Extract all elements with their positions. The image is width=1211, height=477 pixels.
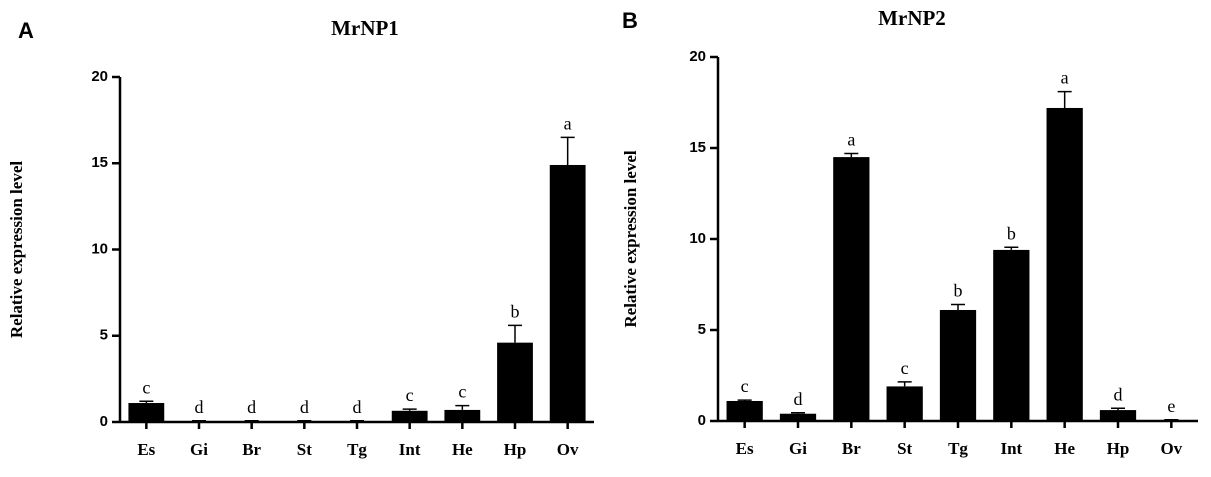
significance-letter: d (300, 397, 309, 417)
bar (833, 157, 870, 421)
x-tick-label: Ov (1160, 439, 1182, 458)
error-bar (791, 412, 805, 414)
x-tick-label: Es (736, 439, 754, 458)
error-bar (844, 152, 859, 158)
error-bar (1057, 90, 1072, 108)
error-bar (455, 404, 470, 410)
bar (549, 164, 586, 422)
bar (181, 421, 217, 423)
significance-letter: c (901, 358, 909, 378)
x-tick-label: Tg (948, 439, 968, 458)
y-tick-label: 20 (91, 68, 108, 85)
x-tick-label: Br (242, 440, 261, 459)
bar (939, 309, 977, 421)
bar (497, 342, 533, 422)
bar (993, 249, 1030, 421)
significance-letter: c (741, 376, 749, 396)
bar (286, 421, 323, 423)
error-bar (1111, 407, 1125, 411)
error-bar (402, 408, 417, 411)
error-bar (951, 303, 965, 310)
chart-title: MrNP2 (878, 6, 946, 30)
bar (1099, 410, 1137, 421)
significance-letter: a (847, 130, 855, 150)
significance-letter: c (458, 382, 466, 402)
y-tick-label: 5 (698, 321, 706, 338)
bar (444, 409, 481, 422)
significance-letter: d (195, 397, 204, 417)
x-tick-label: Gi (190, 440, 208, 459)
y-tick-label: 5 (100, 327, 108, 344)
error-bar (897, 381, 912, 387)
error-bar (1004, 246, 1019, 250)
y-tick-label: 10 (689, 230, 706, 247)
y-axis-label: Relative expression level (621, 150, 640, 327)
bar (339, 421, 375, 423)
x-tick-label: Hp (504, 440, 527, 459)
bar (886, 386, 923, 421)
error-bar (508, 324, 522, 343)
x-tick-label: St (297, 440, 312, 459)
bar (233, 421, 270, 423)
x-tick-label: Int (1000, 439, 1022, 458)
significance-letter: d (353, 397, 362, 417)
bar (779, 413, 817, 421)
error-bar (737, 399, 752, 401)
significance-letter: d (1114, 384, 1123, 404)
x-tick-label: Br (842, 439, 861, 458)
y-tick-label: 15 (91, 154, 108, 171)
x-tick-label: St (897, 439, 912, 458)
error-bar (560, 136, 575, 165)
significance-letter: a (1061, 68, 1069, 88)
significance-letter: d (247, 397, 256, 417)
panel-label: B (622, 8, 638, 33)
y-tick-label: 15 (689, 139, 706, 156)
x-tick-label: Es (137, 440, 155, 459)
x-tick-label: He (452, 440, 473, 459)
y-tick-label: 0 (698, 412, 706, 429)
bar (726, 400, 763, 421)
significance-letter: c (142, 377, 150, 397)
bar (1046, 107, 1083, 422)
panel-label: A (18, 18, 34, 43)
y-tick-label: 0 (100, 413, 108, 430)
significance-letter: c (406, 385, 414, 405)
x-tick-label: Hp (1107, 439, 1130, 458)
bar (128, 403, 165, 422)
significance-letter: b (954, 281, 963, 301)
bar (391, 410, 428, 422)
x-tick-label: Int (399, 440, 421, 459)
significance-letter: b (1007, 223, 1016, 243)
x-tick-label: Gi (789, 439, 807, 458)
x-tick-label: Tg (347, 440, 367, 459)
significance-letter: d (794, 389, 803, 409)
chart-title: MrNP1 (331, 16, 399, 40)
significance-letter: a (564, 114, 572, 134)
y-tick-label: 20 (689, 48, 706, 65)
bar (1153, 420, 1190, 422)
significance-letter: e (1167, 396, 1175, 416)
error-bar (139, 400, 154, 404)
significance-letter: b (511, 302, 520, 322)
y-axis-label: Relative expression level (7, 161, 26, 338)
y-tick-label: 10 (91, 240, 108, 257)
x-tick-label: He (1054, 439, 1075, 458)
x-tick-label: Ov (557, 440, 579, 459)
